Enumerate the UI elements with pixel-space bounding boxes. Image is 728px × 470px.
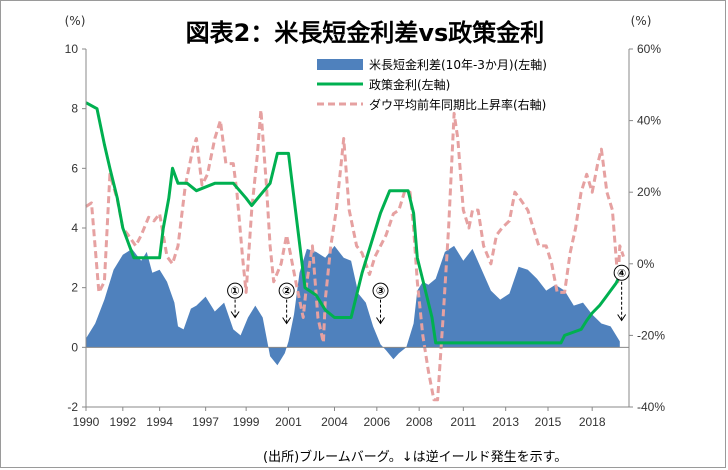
inversion-marker-label: ①	[230, 285, 239, 298]
axes: -2 0 2 4 6 8 10 -40% -20% 0% 20% 40% 60% 1990 1992 1994…	[65, 42, 666, 429]
right-tick-label: 20%	[637, 185, 661, 199]
x-tick-label: 2015	[535, 415, 562, 429]
inversion-markers: ① ② ③ ④	[227, 264, 630, 325]
left-tick-label: 2	[71, 281, 78, 295]
legend-label-spread: 米長短金利差(10年-3か月)(左軸)	[369, 57, 547, 72]
right-axis-unit: (%)	[631, 14, 652, 28]
right-tick-label: -20%	[637, 328, 665, 342]
source-note: (出所)ブルームバーグ。↓は逆イールド発生を示す。	[263, 449, 567, 465]
inversion-marker-label: ②	[282, 285, 291, 298]
x-tick-label: 2001	[275, 415, 302, 429]
legend-label-policy-rate: 政策金利(左軸)	[369, 77, 450, 92]
inversion-marker-circle	[372, 282, 389, 299]
left-axis-unit: (%)	[65, 14, 86, 28]
x-tick-label: 1994	[146, 415, 173, 429]
plot-area	[85, 101, 625, 402]
left-tick-label: 0	[71, 340, 78, 354]
inversion-marker-label: ③	[376, 285, 385, 298]
inversion-marker-circle	[613, 264, 630, 281]
x-tick-label: 2018	[579, 415, 606, 429]
x-tick-label: 2004	[321, 415, 348, 429]
x-tick-label: 1997	[192, 415, 219, 429]
inversion-marker-circle	[278, 282, 295, 299]
series-dow-line	[85, 108, 625, 402]
right-tick-label: 40%	[637, 114, 661, 128]
left-tick-label: -2	[67, 400, 78, 414]
x-tick-label: 1992	[109, 415, 136, 429]
left-tick-label: 6	[71, 161, 78, 175]
series-policy-rate-line	[85, 101, 622, 345]
legend-swatch-spread	[317, 59, 363, 70]
inversion-marker-arrowhead	[230, 311, 240, 319]
x-tick-label: 1990	[73, 415, 100, 429]
x-tick-label: 2013	[492, 415, 519, 429]
inversion-marker-arrowhead	[282, 317, 292, 325]
right-tick-label: 60%	[637, 42, 661, 56]
inversion-marker-label: ④	[617, 267, 626, 280]
inversion-marker-arrowhead	[617, 314, 627, 322]
right-tick-label: 0%	[637, 257, 655, 271]
right-tick-label: -40%	[637, 400, 665, 414]
inversion-marker-circle	[227, 282, 244, 299]
x-tick-label: 2011	[450, 415, 476, 429]
x-tick-label: 2006	[363, 415, 390, 429]
left-tick-label: 10	[65, 42, 79, 56]
chart-title: 図表2：米長短金利差vs政策金利	[186, 19, 545, 47]
x-tick-label: 1999	[233, 415, 260, 429]
left-tick-label: 4	[71, 221, 78, 235]
x-tick-label: 2008	[406, 415, 433, 429]
left-tick-label: 8	[71, 102, 78, 116]
legend: 米長短金利差(10年-3か月)(左軸) 政策金利(左軸) ダウ平均前年同期比上昇…	[317, 57, 547, 112]
inversion-marker-arrowhead	[376, 317, 385, 325]
legend-label-dow: ダウ平均前年同期比上昇率(右軸)	[369, 97, 546, 112]
